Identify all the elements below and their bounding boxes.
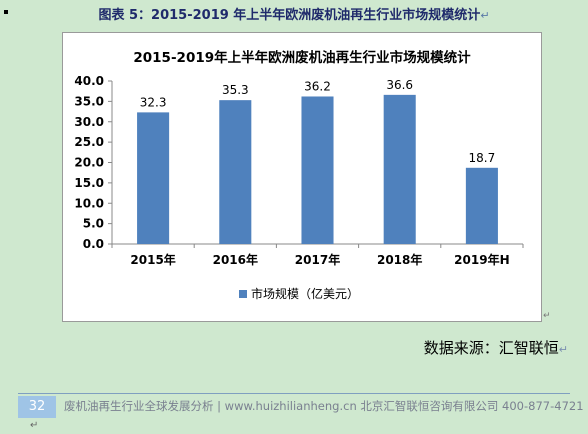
bar-value-label: 35.3 [222, 83, 249, 97]
bar-value-label: 32.3 [140, 95, 167, 109]
chart-legend: 市场规模（亿美元） [239, 286, 359, 301]
data-source: 数据来源：汇智联恒↵ [424, 337, 568, 358]
x-tick-label: 2017年 [295, 252, 340, 267]
bar [465, 167, 498, 244]
y-tick-label: 35.0 [74, 94, 104, 108]
caption-text: 图表 5：2015-2019 年上半年欧洲废机油再生行业市场规模统计 [98, 8, 481, 23]
x-tick-label: 2015年 [130, 252, 175, 267]
legend-label: 市场规模（亿美元） [251, 286, 359, 301]
y-tick-label: 5.0 [83, 217, 104, 231]
legend-swatch [239, 290, 247, 298]
y-tick-label: 30.0 [74, 115, 104, 129]
chart-title: 2015-2019年上半年欧洲废机油再生行业市场规模统计 [133, 49, 471, 66]
corner-mark-icon: ↵ [543, 311, 551, 321]
y-tick-label: 40.0 [74, 74, 104, 88]
bar-chart: 2015-2019年上半年欧洲废机油再生行业市场规模统计 32.3 35.3 36.… [74, 49, 524, 301]
data-labels: 32.3 35.3 36.2 36.6 18.7 [140, 78, 496, 165]
bar-value-label: 36.6 [386, 78, 413, 92]
paragraph-mark-icon: ↵ [480, 9, 490, 22]
bar-value-label: 36.2 [304, 79, 331, 93]
y-tick-label: 15.0 [74, 176, 104, 190]
x-tick-labels: 2015年 2016年 2017年 2018年 2019年H [130, 252, 509, 267]
x-tick-label: 2019年H [454, 252, 509, 267]
y-tick-label: 0.0 [83, 237, 104, 251]
bar [383, 94, 416, 244]
return-mark-icon: ↵ [30, 420, 39, 431]
page-number: 32 [18, 396, 56, 418]
chart-container: 2015-2019年上半年欧洲废机油再生行业市场规模统计 32.3 35.3 36.… [62, 32, 542, 322]
y-tick-label: 20.0 [74, 156, 104, 170]
bar [301, 96, 334, 244]
bar-value-label: 18.7 [469, 151, 496, 165]
page-number-text: 32 [28, 399, 46, 414]
bar-series [137, 94, 498, 244]
x-tick-label: 2016年 [213, 252, 258, 267]
bar [137, 112, 170, 244]
y-tick-labels: 0.0 5.0 10.0 15.0 20.0 25.0 30.0 35.0 40.0 [74, 74, 104, 251]
x-tick-label: 2018年 [377, 252, 422, 267]
y-tick-label: 25.0 [74, 135, 104, 149]
y-tick-label: 10.0 [74, 196, 104, 210]
footer-text: 废机油再生行业全球发展分析 | www.huizhilianheng.cn 北京… [64, 398, 584, 414]
footer-divider [18, 393, 570, 394]
source-text: 数据来源：汇智联恒 [423, 339, 559, 357]
figure-caption: 图表 5：2015-2019 年上半年欧洲废机油再生行业市场规模统计↵ [0, 4, 588, 23]
paragraph-mark-icon: ↵ [558, 343, 568, 356]
footer-label: 废机油再生行业全球发展分析 | www.huizhilianheng.cn 北京… [64, 399, 584, 413]
page-marker [4, 10, 8, 14]
bar [219, 100, 252, 244]
